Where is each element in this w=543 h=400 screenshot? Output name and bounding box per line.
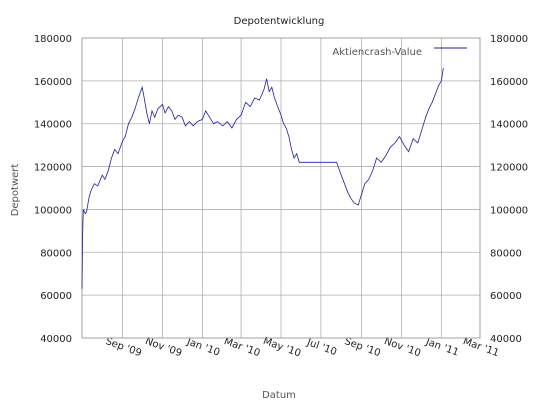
y-tick-label-right: 140000 <box>490 120 528 131</box>
legend-label: Aktiencrash-Value <box>332 47 422 58</box>
chart-title: Depotentwicklung <box>234 16 325 27</box>
y-axis-left: 40000 60000 80000 100000 120000 140000 160000 1… <box>34 34 72 345</box>
y-axis-right: 40000 60000 80000 100000 120000 140000 160000 1… <box>490 34 528 345</box>
y-tick-label-right: 80000 <box>490 248 522 259</box>
y-tick-label-right: 120000 <box>490 163 528 174</box>
x-axis-label: Datum <box>262 390 296 400</box>
y-tick-label-right: 100000 <box>490 205 528 216</box>
y-tick-label-left: 80000 <box>40 248 72 259</box>
y-tick-label-right: 180000 <box>490 34 528 45</box>
y-tick-label-left: 40000 <box>40 334 72 345</box>
x-tick-label: Jul '10 <box>305 337 339 358</box>
y-tick-label-right: 60000 <box>490 291 522 302</box>
y-tick-label-left: 140000 <box>34 120 72 131</box>
y-tick-label-left: 100000 <box>34 205 72 216</box>
x-tick-label: Mar '10 <box>222 336 261 359</box>
x-tick-label: Nov '10 <box>382 336 422 359</box>
x-tick-label: Jan '10 <box>184 336 221 358</box>
y-tick-label-right: 160000 <box>490 77 528 88</box>
x-tick-label: May '10 <box>261 336 302 360</box>
x-axis: Sep '09 Nov '09 Jan '10 Mar '10 May '10 Jul '… <box>104 336 500 360</box>
legend: Aktiencrash-Value <box>332 47 467 58</box>
y-tick-label-right: 40000 <box>490 334 522 345</box>
y-axis-label: Depotwert <box>10 164 21 217</box>
y-tick-label-left: 180000 <box>34 34 72 45</box>
x-tick-label: Nov '09 <box>144 336 184 359</box>
x-tick-label: Sep '10 <box>343 336 382 359</box>
plot-frame <box>81 37 481 339</box>
x-tick-label: Sep '09 <box>104 336 143 359</box>
grid <box>82 37 481 339</box>
y-tick-label-left: 60000 <box>40 291 72 302</box>
x-tick-label: Jan '11 <box>423 336 460 358</box>
series-line-aktiencrash-value <box>81 67 444 289</box>
y-tick-label-left: 120000 <box>34 163 72 174</box>
y-tick-label-left: 160000 <box>34 77 72 88</box>
